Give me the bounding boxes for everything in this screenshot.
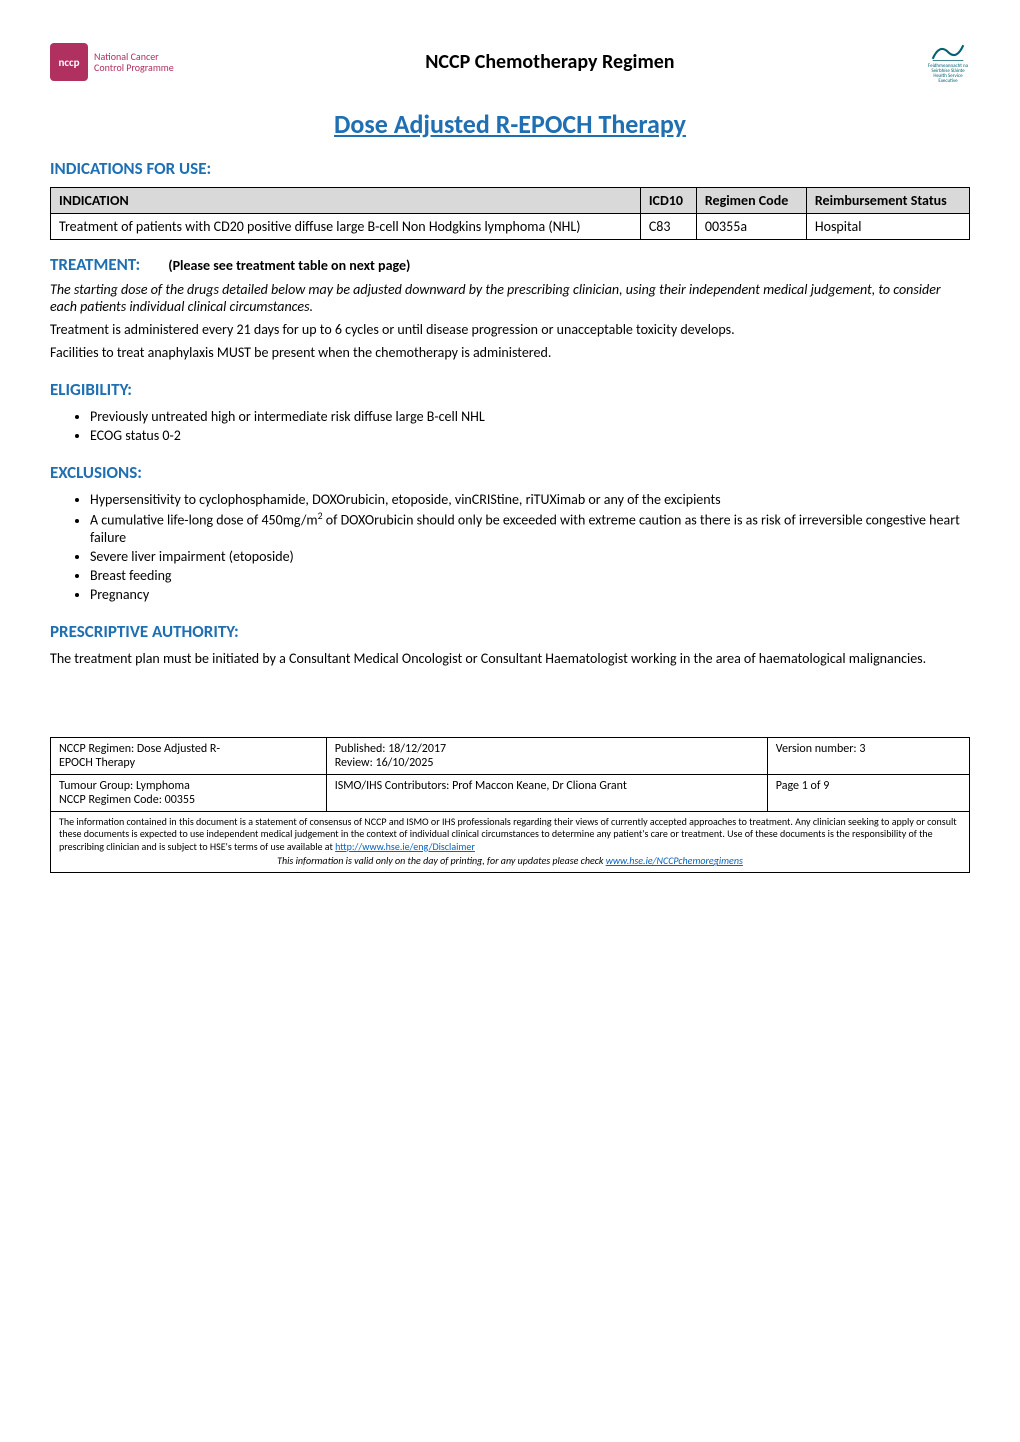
footer-disclaimer: The information contained in this docume… [50,812,970,873]
eligibility-list: Previously untreated high or intermediat… [90,408,970,444]
th-indication: INDICATION [51,188,641,214]
hse-logo-text: Feidhmeannacht na Seirbhíse Sláinte Heal… [926,64,970,84]
indications-table: INDICATION ICD10 Regimen Code Reimbursem… [50,187,970,240]
nccp-logo-line2: Control Programme [94,61,174,74]
header-center-title: NCCP Chemotherapy Regimen [174,50,926,74]
th-reimbursement: Reimbursement Status [806,188,969,214]
list-item: ECOG status 0-2 [90,427,970,444]
hse-logo: Feidhmeannacht na Seirbhíse Sláinte Heal… [926,40,970,84]
th-regimen-code: Regimen Code [696,188,806,214]
list-item: Previously untreated high or intermediat… [90,408,970,425]
treatment-title: TREATMENT: [50,254,140,275]
list-item: Hypersensitivity to cyclophosphamide, DO… [90,491,970,508]
th-icd10: ICD10 [640,188,696,214]
list-item: A cumulative life-long dose of 450mg/m2 … [90,510,970,546]
page-header: nccp National Cancer Control Programme N… [50,40,970,84]
footer-contributors-cell: ISMO/IHS Contributors: Prof Maccon Keane… [326,774,767,811]
section-eligibility-title: ELIGIBILITY: [50,379,970,400]
list-item: Severe liver impairment (etoposide) [90,548,970,565]
td-indication: Treatment of patients with CD20 positive… [51,214,641,240]
footer-regimen-cell: NCCP Regimen: Dose Adjusted R- EPOCH The… [51,737,327,774]
hse-logo-icon [931,40,965,64]
nccp-logo: nccp National Cancer Control Programme [50,43,174,81]
treatment-subtitle: (Please see treatment table on next page… [168,257,410,274]
exclusions-list: Hypersensitivity to cyclophosphamide, DO… [90,491,970,603]
table-header-row: INDICATION ICD10 Regimen Code Reimbursem… [51,188,970,214]
disclaimer-link-1[interactable]: http://www.hse.ie/eng/Disclaimer [335,840,475,853]
footer-page-cell: Page 1 of 9 [767,774,969,811]
table-row: Treatment of patients with CD20 positive… [51,214,970,240]
td-icd10: C83 [640,214,696,240]
section-treatment-heading: TREATMENT: (Please see treatment table o… [50,254,970,275]
td-regimen-code: 00355a [696,214,806,240]
footer-tumour-group-cell: Tumour Group: Lymphoma NCCP Regimen Code… [51,774,327,811]
footer-version-cell: Version number: 3 [767,737,969,774]
section-exclusions-title: EXCLUSIONS: [50,462,970,483]
list-item: Pregnancy [90,586,970,603]
td-reimbursement: Hospital [806,214,969,240]
footer-table: NCCP Regimen: Dose Adjusted R- EPOCH The… [50,737,970,812]
nccp-logo-mark: nccp [50,43,88,81]
section-prescriptive-title: PRESCRIPTIVE AUTHORITY: [50,621,970,642]
treatment-para2: Facilities to treat anaphylaxis MUST be … [50,344,970,361]
footer-row-2: Tumour Group: Lymphoma NCCP Regimen Code… [51,774,970,811]
disclaimer-text: The information contained in this docume… [59,815,957,853]
treatment-note: The starting dose of the drugs detailed … [50,281,941,315]
prescriptive-text: The treatment plan must be initiated by … [50,650,970,667]
nccp-logo-text: National Cancer Control Programme [94,51,174,73]
list-item: Breast feeding [90,567,970,584]
disclaimer-center-line: This information is valid only on the da… [59,855,961,868]
section-indications-title: INDICATIONS FOR USE: [50,158,970,179]
disclaimer-link-2[interactable]: www.hse.ie/NCCPchemoregimens [606,854,743,867]
main-title: Dose Adjusted R-EPOCH Therapy [50,108,970,140]
footer-row-1: NCCP Regimen: Dose Adjusted R- EPOCH The… [51,737,970,774]
treatment-para1: Treatment is administered every 21 days … [50,321,970,338]
footer-dates-cell: Published: 18/12/2017 Review: 16/10/2025 [326,737,767,774]
